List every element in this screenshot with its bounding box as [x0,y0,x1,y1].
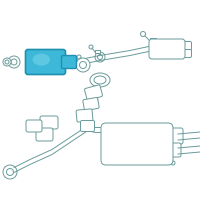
Bar [95,50,100,53]
Circle shape [95,52,105,62]
FancyBboxPatch shape [85,85,102,100]
FancyBboxPatch shape [179,49,192,58]
Circle shape [8,56,20,68]
Circle shape [11,59,17,65]
FancyBboxPatch shape [26,49,66,74]
FancyBboxPatch shape [163,143,181,157]
FancyBboxPatch shape [101,123,173,165]
FancyBboxPatch shape [83,98,99,110]
FancyBboxPatch shape [76,109,93,122]
Circle shape [3,58,11,66]
FancyBboxPatch shape [40,116,58,129]
Ellipse shape [94,76,106,84]
FancyBboxPatch shape [179,42,192,50]
Circle shape [140,31,146,36]
Ellipse shape [33,54,50,66]
Circle shape [89,45,93,49]
FancyBboxPatch shape [163,128,183,144]
Circle shape [76,58,90,72]
FancyBboxPatch shape [36,128,53,141]
FancyBboxPatch shape [80,120,95,132]
Circle shape [77,55,81,59]
Circle shape [6,168,14,176]
Circle shape [98,54,102,60]
FancyBboxPatch shape [26,120,42,132]
FancyBboxPatch shape [62,55,76,68]
Circle shape [3,165,17,179]
Circle shape [171,161,175,165]
FancyBboxPatch shape [149,39,185,59]
Circle shape [92,92,96,96]
Circle shape [80,62,86,68]
Circle shape [5,60,9,64]
Bar [150,38,156,42]
Ellipse shape [90,73,110,87]
